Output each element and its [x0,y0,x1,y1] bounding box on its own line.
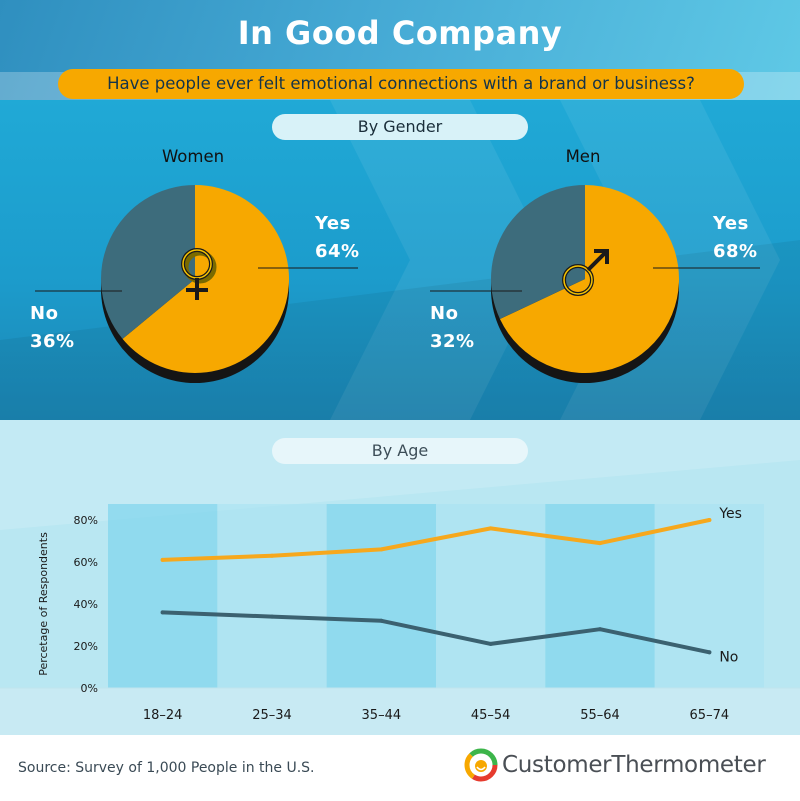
men-yes-label: Yes 68% [713,210,758,266]
series-no-point-6 [707,650,712,655]
series-no-point-4 [488,641,493,646]
series-no-point-1 [160,610,165,615]
pie-title-women: Women [161,147,225,166]
series-no-point-2 [270,614,274,619]
y-tick-label: 80% [74,514,98,527]
by-age-pill: By Age [272,438,528,464]
series-yes-point-2 [270,553,274,558]
series-yes-point-4 [488,526,493,531]
women-no-category: No [30,303,59,324]
series-no-point-5 [598,627,602,632]
men-no-category: No [430,303,459,324]
survey-question: Have people ever felt emotional connecti… [58,69,744,99]
series-yes-point-5 [598,541,602,546]
series-no-point-3 [379,618,384,623]
y-tick-label: 0% [81,682,98,695]
x-tick-label: 45–54 [471,708,511,723]
page-title: In Good Company [237,14,563,52]
series-label-yes: Yes [718,506,742,522]
x-tick-label: 25–34 [252,708,292,723]
column-band-3 [326,504,436,688]
women-no-value: 36% [30,331,75,352]
series-yes-point-1 [160,557,165,562]
men-yes-category: Yes [713,213,749,234]
men-yes-value: 68% [713,241,758,262]
by-gender-pill: By Gender [272,114,528,140]
series-label-no: No [719,649,738,665]
series-line-no [160,610,712,655]
age-background-shape [0,420,800,530]
thermometer-smile-logo-icon [464,748,498,782]
y-axis-label: Percetage of Respondents [37,532,50,676]
brand-logo-text: CustomerThermometer [502,752,766,778]
column-band-6 [654,504,764,688]
women-yes-category: Yes [315,213,351,234]
age-line-chart: 0% 20% 40% 60% 80% Percetage of Respondents 18… [0,420,800,735]
male-symbol-icon [562,249,609,296]
x-tick-label: 65–74 [690,708,730,723]
y-tick-label: 60% [74,556,98,569]
gender-pie-charts [35,185,760,383]
female-symbol-icon [181,248,217,300]
source-note: Source: Survey of 1,000 People in the U.… [18,760,315,776]
men-no-label: No 32% [430,300,475,356]
women-no-label: No 36% [30,300,75,356]
women-yes-value: 64% [315,241,360,262]
women-yes-label: Yes 64% [315,210,360,266]
y-tick-label: 40% [74,598,98,611]
x-tick-label: 55–64 [580,708,620,723]
pie-men-slice-yes [499,185,679,374]
pie-title-men: Men [565,147,601,166]
x-tick-label: 35–44 [362,708,402,723]
series-line-yes [160,518,712,562]
pie-women-slice-no [101,185,195,339]
men-no-value: 32% [430,331,475,352]
pie-men-slice-no [490,185,585,320]
column-band-2 [217,504,327,688]
column-band-1 [108,504,218,688]
y-tick-label: 20% [74,640,98,653]
column-band-5 [545,504,655,688]
x-tick-label: 18–24 [143,708,183,723]
series-yes-point-6 [707,518,712,522]
series-yes-point-3 [379,547,384,552]
x-axis-band [0,688,800,735]
